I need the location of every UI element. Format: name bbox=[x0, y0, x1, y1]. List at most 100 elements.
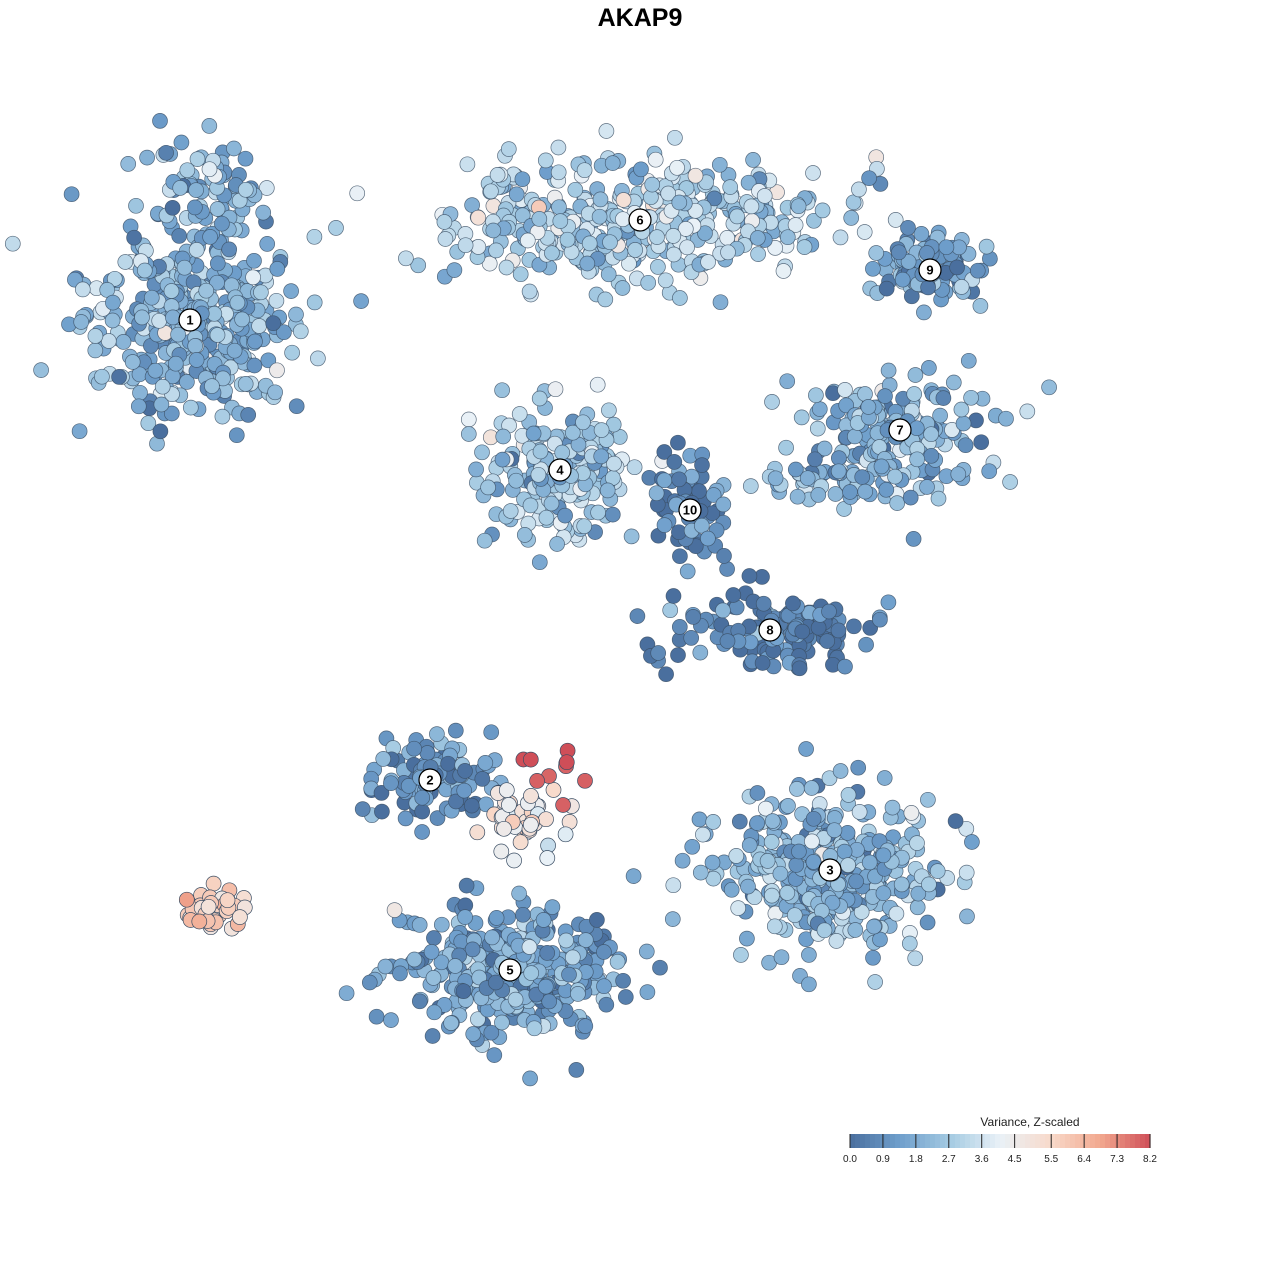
data-point bbox=[228, 427, 245, 444]
data-point bbox=[799, 470, 816, 487]
data-point bbox=[292, 323, 309, 340]
data-point bbox=[511, 885, 527, 902]
data-point bbox=[537, 978, 554, 995]
data-point bbox=[481, 255, 498, 272]
data-point bbox=[117, 254, 134, 270]
data-point bbox=[838, 397, 855, 414]
data-point bbox=[179, 162, 196, 179]
data-point bbox=[494, 382, 510, 399]
colorbar-gradient bbox=[850, 1134, 1151, 1148]
data-point bbox=[535, 912, 552, 928]
colorbar-segment bbox=[1035, 1134, 1041, 1148]
data-point bbox=[916, 304, 932, 321]
data-point bbox=[602, 234, 618, 251]
data-point bbox=[684, 838, 701, 855]
data-point bbox=[488, 910, 505, 926]
data-point bbox=[457, 237, 474, 254]
data-point bbox=[143, 289, 160, 306]
data-point bbox=[419, 745, 436, 761]
data-point bbox=[593, 448, 610, 465]
cluster-label: 2 bbox=[418, 768, 442, 792]
data-point bbox=[532, 443, 549, 460]
cluster-label-badge bbox=[628, 208, 652, 232]
data-point bbox=[589, 376, 606, 393]
data-point bbox=[830, 622, 847, 639]
data-point bbox=[558, 932, 574, 949]
data-point bbox=[843, 210, 860, 226]
cluster-label: 8 bbox=[758, 618, 782, 642]
colorbar-segment bbox=[970, 1134, 976, 1148]
data-point-highlight bbox=[539, 850, 556, 866]
data-point bbox=[234, 311, 250, 328]
data-point bbox=[880, 362, 897, 379]
data-point bbox=[221, 241, 238, 258]
colorbar-segment bbox=[945, 1134, 951, 1148]
data-point bbox=[615, 192, 632, 208]
data-point-highlight bbox=[538, 811, 554, 828]
data-point bbox=[627, 242, 644, 258]
colorbar-segment bbox=[1115, 1134, 1121, 1148]
data-point bbox=[459, 156, 476, 173]
data-point bbox=[596, 944, 612, 960]
data-point bbox=[406, 951, 423, 968]
colorbar-segment bbox=[920, 1134, 926, 1148]
data-point bbox=[411, 917, 428, 933]
cluster-label-badge bbox=[678, 498, 702, 522]
data-point bbox=[857, 483, 874, 500]
data-point bbox=[139, 149, 155, 166]
data-point bbox=[656, 472, 673, 489]
data-point bbox=[398, 250, 414, 267]
data-point bbox=[811, 401, 828, 417]
data-point bbox=[660, 185, 677, 202]
data-point-highlight bbox=[205, 875, 222, 892]
data-point bbox=[377, 958, 394, 975]
data-point bbox=[683, 630, 700, 646]
data-point bbox=[349, 185, 366, 202]
data-point bbox=[821, 603, 837, 620]
data-point bbox=[284, 344, 300, 361]
data-point bbox=[772, 865, 789, 882]
data-point bbox=[310, 350, 326, 367]
data-point bbox=[847, 922, 864, 938]
data-point bbox=[919, 245, 935, 261]
data-point bbox=[581, 235, 598, 252]
data-point bbox=[158, 144, 174, 161]
data-point bbox=[679, 239, 695, 256]
data-point bbox=[715, 602, 731, 619]
data-point bbox=[111, 369, 127, 385]
data-point bbox=[267, 384, 283, 401]
data-point bbox=[787, 461, 804, 478]
data-point bbox=[787, 217, 804, 233]
data-point bbox=[850, 759, 867, 776]
data-point bbox=[867, 974, 883, 990]
data-point-highlight bbox=[469, 824, 486, 841]
data-point bbox=[204, 378, 220, 394]
data-point bbox=[773, 949, 790, 966]
data-point bbox=[981, 463, 998, 480]
data-point bbox=[972, 298, 989, 314]
data-point bbox=[998, 410, 1014, 427]
data-point bbox=[448, 793, 464, 810]
data-point bbox=[543, 495, 560, 512]
data-point bbox=[124, 354, 141, 370]
data-point bbox=[851, 181, 867, 198]
data-point-highlight bbox=[219, 892, 236, 909]
data-point bbox=[458, 877, 475, 894]
data-point-highlight bbox=[191, 913, 208, 930]
data-point bbox=[436, 214, 453, 230]
data-point bbox=[463, 797, 480, 814]
data-point bbox=[798, 741, 814, 757]
data-point bbox=[816, 922, 833, 939]
colorbar-tick-label: 6.4 bbox=[1077, 1154, 1091, 1165]
data-point bbox=[423, 944, 440, 960]
data-point bbox=[171, 228, 188, 244]
data-point bbox=[599, 482, 616, 499]
data-point bbox=[808, 387, 824, 404]
data-point bbox=[667, 129, 683, 146]
colorbar-segment bbox=[1055, 1134, 1061, 1148]
colorbar-segment bbox=[850, 1134, 856, 1148]
colorbar-segment bbox=[910, 1134, 916, 1148]
data-point bbox=[790, 198, 807, 215]
colorbar-segment bbox=[915, 1134, 921, 1148]
data-point bbox=[868, 245, 885, 261]
